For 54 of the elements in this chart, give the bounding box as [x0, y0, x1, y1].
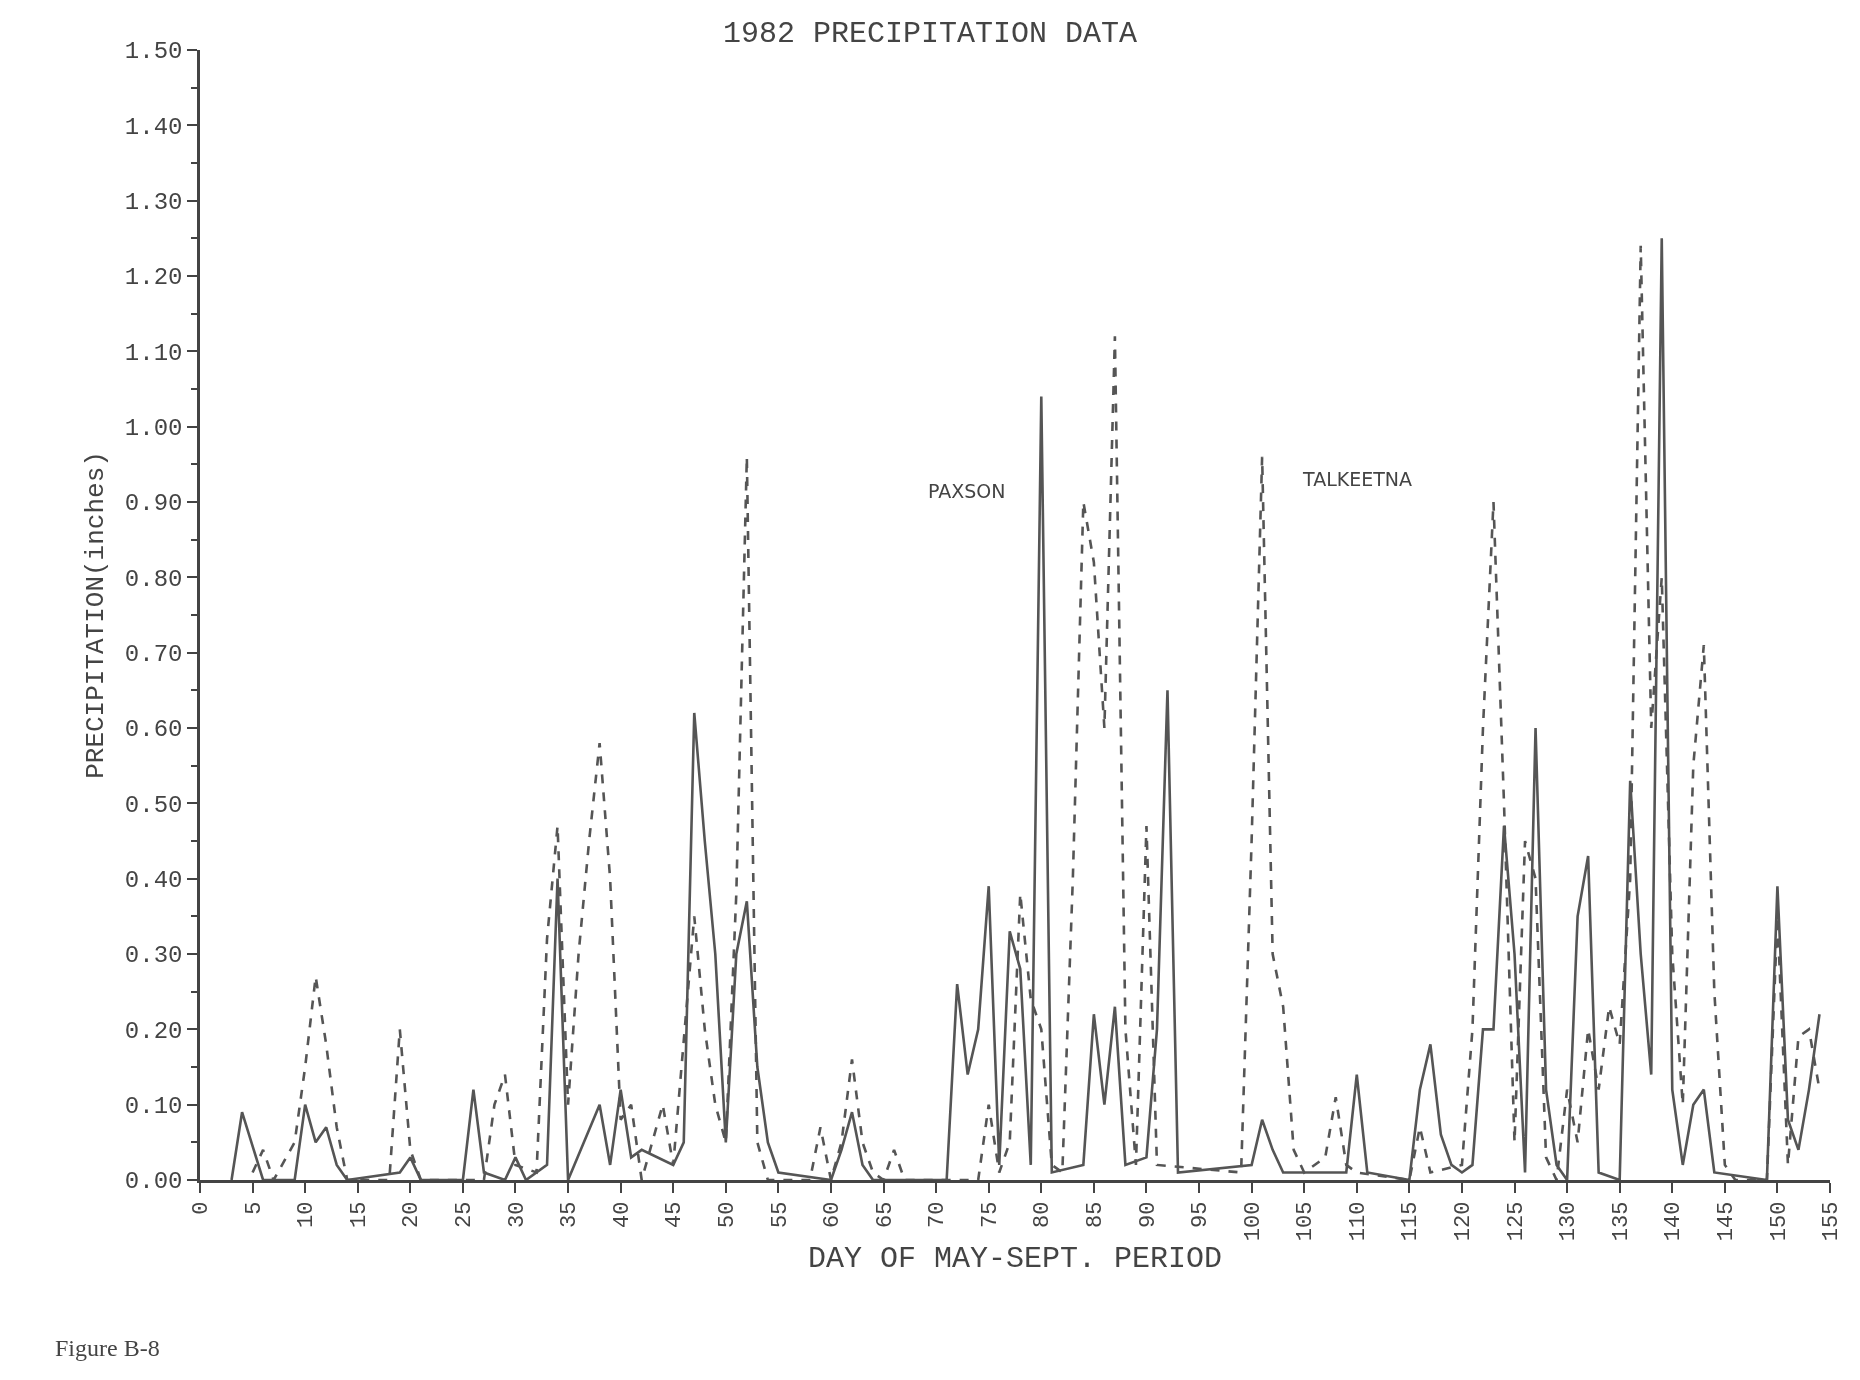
x-tick-label: 130	[1556, 1201, 1582, 1242]
y-tick-label: 1.50	[124, 38, 183, 66]
x-tick-label: 135	[1608, 1201, 1634, 1242]
x-tick-label: 55	[767, 1201, 793, 1228]
x-tick-label: 45	[662, 1201, 688, 1228]
x-axis-title: DAY OF MAY-SEPT. PERIOD	[807, 1241, 1223, 1276]
y-tick-label: 1.20	[124, 264, 183, 292]
y-tick-label: 0.50	[124, 791, 183, 819]
y-tick-label: 0.30	[124, 942, 183, 970]
x-tick-label: 20	[399, 1201, 425, 1228]
x-tick-label: 25	[452, 1201, 478, 1228]
x-tick-label: 105	[1293, 1201, 1319, 1242]
series-label: PAXSON	[928, 480, 1006, 502]
x-tick-label: 75	[977, 1201, 1003, 1228]
text: TALKEETNA	[1302, 468, 1412, 490]
y-tick-label: 0.00	[124, 1168, 183, 1196]
x-tick-label: 140	[1661, 1201, 1687, 1242]
y-tick-label: 0.90	[124, 490, 183, 518]
x-tick-label: 65	[872, 1201, 898, 1228]
x-tick-label: 110	[1345, 1201, 1371, 1242]
x-tick-label: 90	[1135, 1201, 1161, 1228]
x-tick-label: 85	[1083, 1201, 1109, 1228]
x-tick-label: 100	[1240, 1201, 1266, 1242]
x-tick-label: 155	[1819, 1201, 1845, 1242]
y-tick-label: 0.70	[124, 641, 183, 669]
x-tick-label: 115	[1398, 1201, 1424, 1242]
y-tick-label: 0.60	[124, 716, 183, 744]
x-tick-label: 10	[294, 1201, 320, 1228]
x-tick-label: 40	[609, 1201, 635, 1228]
x-tick-label: 50	[714, 1201, 740, 1228]
text: Figure B-8	[55, 1335, 160, 1361]
y-tick-label: 0.80	[124, 565, 183, 593]
y-tick-label: 1.00	[124, 415, 183, 443]
y-tick-label: 1.10	[124, 339, 183, 367]
y-axis-title: PRECIPITATION(inches)	[81, 451, 112, 779]
y-tick-label: 0.20	[124, 1017, 183, 1045]
x-tick-label: 60	[820, 1201, 846, 1228]
x-tick-label: 5	[241, 1201, 267, 1215]
x-tick-label: 95	[1188, 1201, 1214, 1228]
x-tick-label: 15	[346, 1201, 372, 1228]
y-tick-label: 1.30	[124, 189, 183, 217]
x-tick-label: 35	[557, 1201, 583, 1228]
x-tick-label: 120	[1451, 1201, 1477, 1242]
x-tick-label: 30	[504, 1201, 530, 1228]
chart-title: 1982 PRECIPITATION DATA	[722, 16, 1138, 51]
x-tick-label: 125	[1503, 1201, 1529, 1242]
y-tick-label: 0.40	[124, 867, 183, 895]
x-tick-label: 80	[1030, 1201, 1056, 1228]
y-tick-label: 0.10	[124, 1093, 183, 1121]
x-tick-label: 150	[1766, 1201, 1792, 1242]
x-tick-label: 0	[189, 1201, 215, 1215]
y-tick-label: 1.40	[124, 113, 183, 141]
x-tick-label: 145	[1713, 1201, 1739, 1242]
x-tick-label: 70	[925, 1201, 951, 1228]
